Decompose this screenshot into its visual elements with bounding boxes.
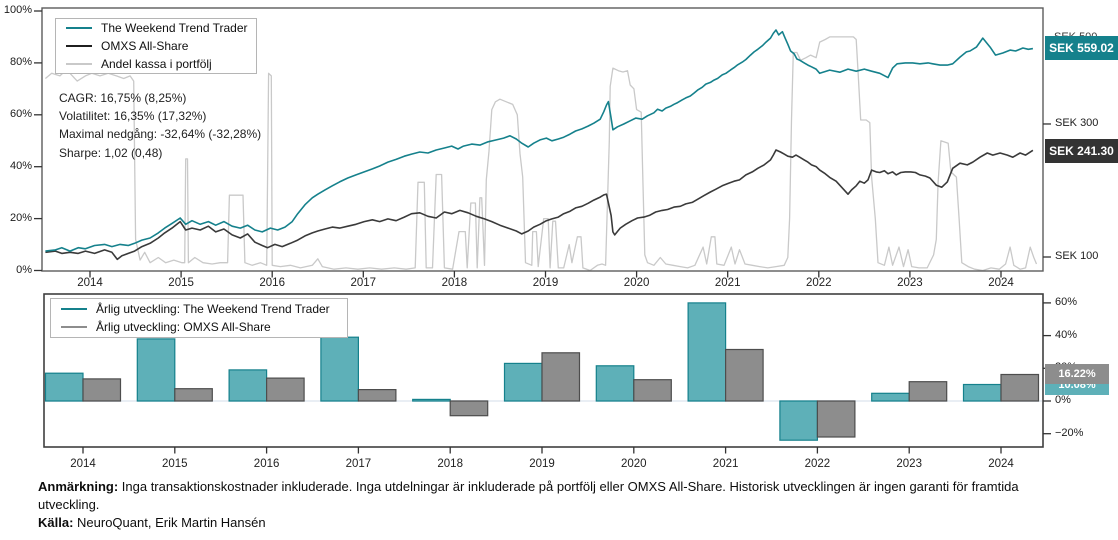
annual-bar-twtt-2020 [595,365,635,402]
annual-bar-omxs-2017 [357,389,397,402]
legend-label-omxs: OMXS All-Share [101,39,189,53]
cash-share-line [44,36,1038,272]
omxs-value-badge: SEK 241.30 [1045,139,1118,163]
omxs-line-swatch [66,45,92,47]
footnote-line1: Anmärkning: Inga transaktionskostnader i… [38,479,1019,494]
annual-bar-twtt-2016 [228,369,268,402]
annual-omxs-badge: 16.22% [1045,364,1109,384]
annual-bar-omxs-2020 [633,379,672,402]
annual-bar-omxs-2018 [449,400,489,417]
annual-omxs-swatch [61,326,87,328]
omxs-line [45,149,1034,261]
annual-bar-omxs-2021 [724,348,764,402]
footnote-line2: utveckling. [38,497,100,512]
legend-item-twtt: The Weekend Trend Trader [66,21,248,35]
footnote-bold: Anmärkning: [38,479,119,494]
annual-bar-omxs-2016 [266,377,305,402]
twtt-line-swatch [66,27,92,29]
legend-label-cash: Andel kassa i portfölj [101,57,212,71]
top-chart-frame [41,7,1044,272]
top-chart-legend: The Weekend Trend Trader OMXS All-Share … [55,18,257,74]
legend-item-annual-omxs: Årlig utveckling: OMXS All-Share [61,320,337,334]
annual-bar-omxs-2024 [1000,373,1040,402]
annual-bar-omxs-2015 [174,388,213,402]
source-text: NeuroQuant, Erik Martin Hansén [73,515,266,530]
legend-label-annual-omxs: Årlig utveckling: OMXS All-Share [96,320,271,334]
bottom-chart-frame [43,293,1044,448]
annual-bar-twtt-2017 [320,336,359,402]
legend-label-annual-twtt: Årlig utveckling: The Weekend Trend Trad… [96,302,330,316]
footnote-text: Inga transaktionskostnader inkluderade. … [118,479,1019,494]
bottom-chart-legend: Årlig utveckling: The Weekend Trend Trad… [50,298,348,338]
legend-item-omxs: OMXS All-Share [66,39,246,53]
annual-twtt-swatch [61,308,87,310]
strategy-stats: CAGR: 16,75% (8,25%) Volatilitet: 16,35%… [59,89,261,162]
annual-bar-omxs-2023 [908,381,948,402]
annual-bar-twtt-2021 [687,302,727,402]
annual-bar-twtt-2015 [136,338,176,402]
annual-bar-twtt-2024 [962,383,1002,402]
legend-label-twtt: The Weekend Trend Trader [101,21,248,35]
source-bold: Källa: [38,515,74,530]
stat-max-drawdown: Maximal nedgång: -32,64% (-32,28%) [59,127,262,142]
twtt-value-badge: SEK 559.02 [1045,36,1118,60]
annual-bar-twtt-2018 [412,398,451,402]
legend-item-annual-twtt: Årlig utveckling: The Weekend Trend Trad… [61,302,337,316]
legend-item-cash: Andel kassa i portfölj [66,57,246,71]
annual-bar-omxs-2019 [541,352,581,402]
twtt-line [45,29,1034,252]
stat-volatility: Volatilitet: 16,35% (17,32%) [59,109,207,124]
annual-bar-omxs-2022 [816,400,856,438]
stat-sharpe: Sharpe: 1,02 (0,48) [59,145,163,160]
annual-bar-twtt-2014 [44,372,84,402]
annual-bar-omxs-2014 [82,378,122,402]
source-line: Källa: NeuroQuant, Erik Martin Hansén [38,515,266,530]
stat-cagr: CAGR: 16,75% (8,25%) [59,91,187,105]
annual-bar-twtt-2023 [871,392,910,402]
cash-line-swatch [66,63,92,65]
annual-bar-twtt-2022 [779,400,819,441]
annual-bar-twtt-2019 [503,362,543,402]
